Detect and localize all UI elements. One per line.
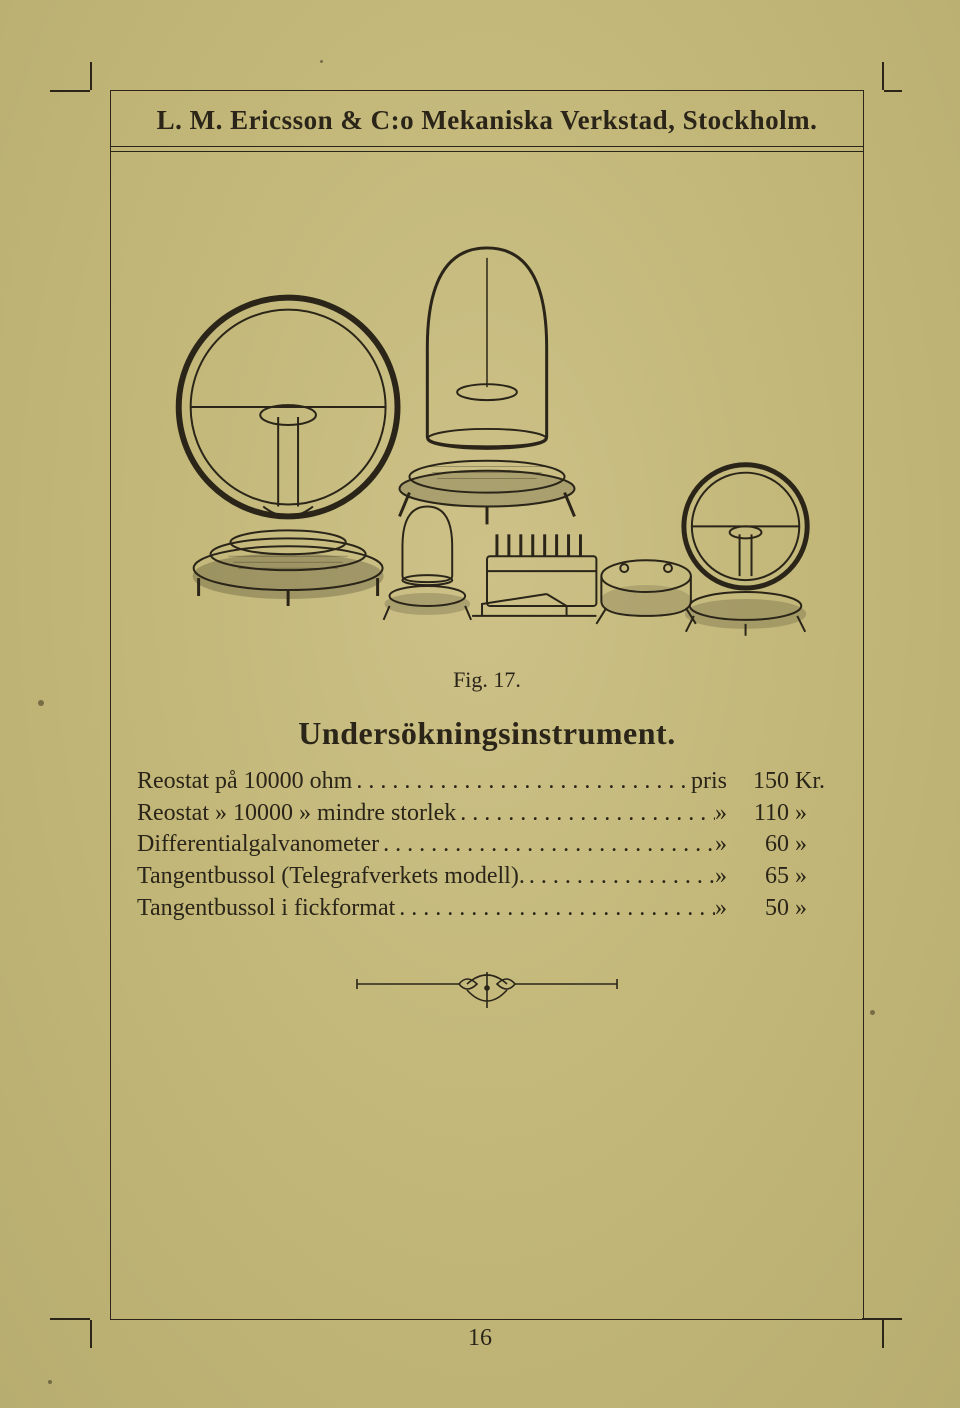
item-description: Tangentbussol i fickformat <box>137 893 395 925</box>
currency-unit: » <box>795 893 837 925</box>
currency-unit: » <box>795 798 837 830</box>
price-row: Reostat » 10000 » mindre storlek........… <box>137 798 837 830</box>
price-value: 110 <box>733 798 795 830</box>
item-description: Reostat » 10000 » mindre storlek <box>137 798 456 830</box>
item-description: Reostat på 10000 ohm <box>137 766 352 798</box>
instruments-engraving-icon <box>129 177 845 657</box>
page-background: L. M. Ericsson & C:o Mekaniska Verkstad,… <box>0 0 960 1408</box>
ornament-divider <box>111 966 863 1021</box>
price-row: Differentialgalvanometer................… <box>137 829 837 861</box>
price-value: 150 <box>733 766 795 798</box>
currency-unit: » <box>795 861 837 893</box>
currency-unit: Kr. <box>795 766 837 798</box>
price-label: » <box>715 829 733 861</box>
page-header: L. M. Ericsson & C:o Mekaniska Verkstad,… <box>111 91 863 147</box>
rule-tick <box>90 62 92 90</box>
price-value: 60 <box>733 829 795 861</box>
rule-tick <box>884 90 902 92</box>
speck <box>38 700 44 706</box>
figure-caption: Fig. 17. <box>111 667 863 693</box>
figure-illustration <box>129 177 845 657</box>
page-number: 16 <box>0 1325 960 1352</box>
rule-tick <box>50 90 90 92</box>
rule-tick <box>50 1318 90 1320</box>
price-row: Tangentbussol (Telegrafverkets modell)..… <box>137 861 837 893</box>
price-label: pris <box>691 766 733 798</box>
speck <box>870 1010 875 1015</box>
speck <box>320 60 323 63</box>
currency-unit: » <box>795 829 837 861</box>
item-description: Tangentbussol (Telegrafverkets modell). <box>137 861 525 893</box>
fleuron-icon <box>347 966 627 1016</box>
leader-dots: ........................................… <box>352 766 691 798</box>
section-title: Undersökningsinstrument. <box>111 715 863 752</box>
content-frame: L. M. Ericsson & C:o Mekaniska Verkstad,… <box>110 90 864 1320</box>
price-list: Reostat på 10000 ohm....................… <box>137 766 837 924</box>
price-value: 50 <box>733 893 795 925</box>
leader-dots: ........................................… <box>395 893 715 925</box>
leader-dots: ........................................… <box>525 861 715 893</box>
price-label: » <box>715 798 733 830</box>
price-row: Tangentbussol i fickformat..............… <box>137 893 837 925</box>
rule-tick <box>882 62 884 90</box>
leader-dots: ........................................… <box>456 798 715 830</box>
item-description: Differentialgalvanometer <box>137 829 379 861</box>
price-label: » <box>715 893 733 925</box>
price-row: Reostat på 10000 ohm....................… <box>137 766 837 798</box>
price-label: » <box>715 861 733 893</box>
leader-dots: ........................................… <box>379 829 715 861</box>
price-value: 65 <box>733 861 795 893</box>
company-name: L. M. Ericsson & C:o Mekaniska Verkstad,… <box>157 105 818 135</box>
speck <box>48 1380 52 1384</box>
